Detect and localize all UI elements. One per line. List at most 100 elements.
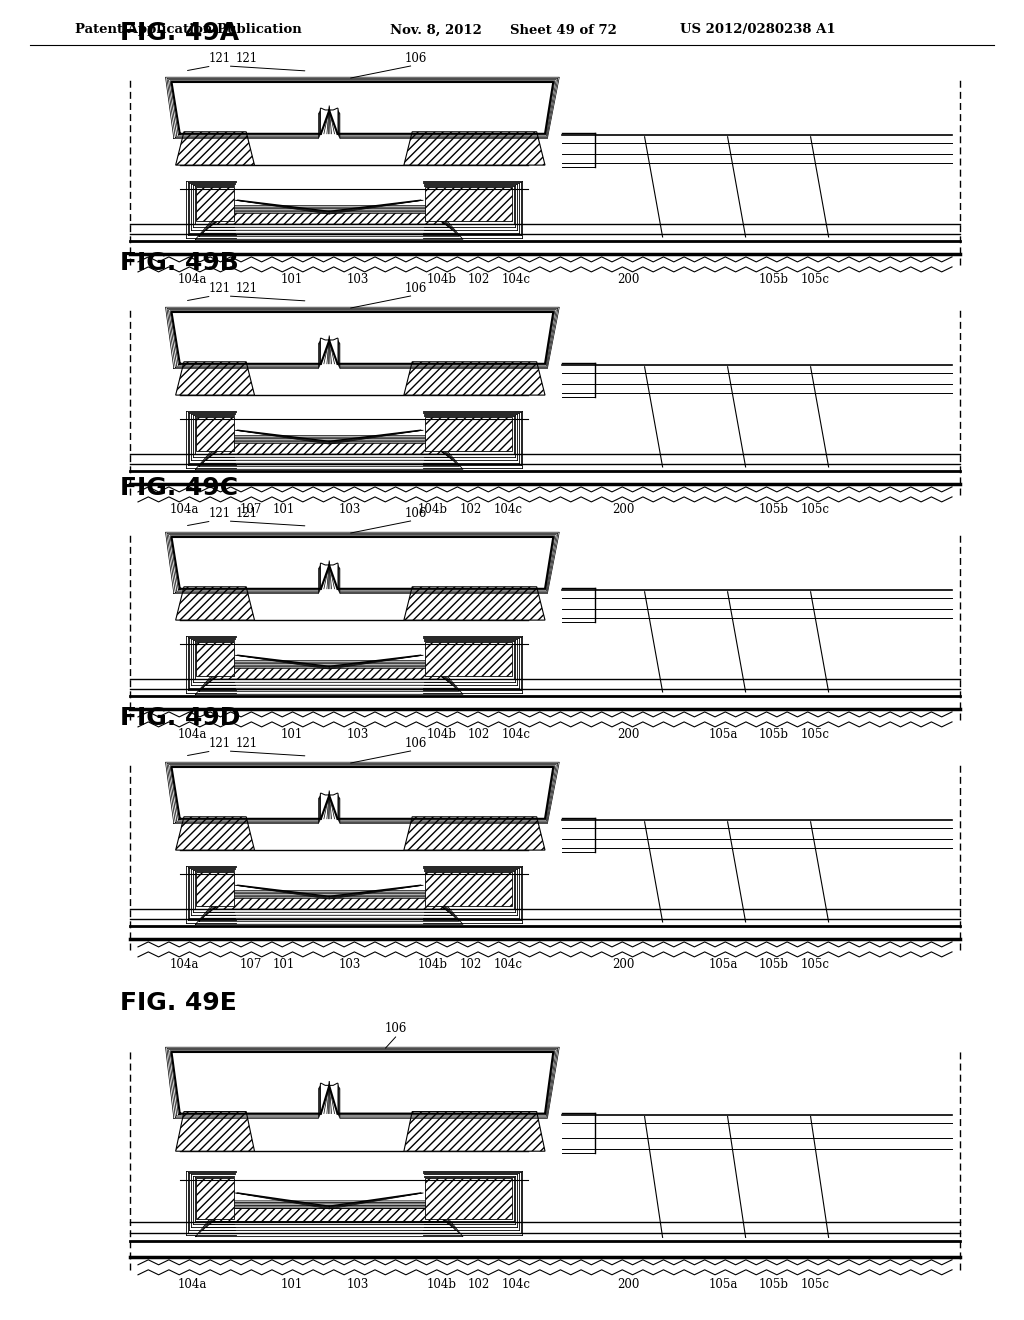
Polygon shape xyxy=(213,444,445,454)
Text: 103: 103 xyxy=(339,503,361,516)
Text: 104b: 104b xyxy=(426,1278,457,1291)
Polygon shape xyxy=(321,339,338,364)
Text: 101: 101 xyxy=(272,958,295,972)
Text: 121: 121 xyxy=(209,507,230,520)
Polygon shape xyxy=(321,793,338,818)
Text: 107: 107 xyxy=(240,503,261,516)
Text: 102: 102 xyxy=(459,503,481,516)
Text: Nov. 8, 2012: Nov. 8, 2012 xyxy=(390,24,482,37)
Text: 101: 101 xyxy=(281,273,303,286)
Text: 101: 101 xyxy=(272,503,295,516)
Polygon shape xyxy=(197,1177,233,1218)
Text: 121: 121 xyxy=(209,51,230,65)
Polygon shape xyxy=(403,362,545,395)
Text: FIG. 49A: FIG. 49A xyxy=(120,21,240,45)
Text: 104a: 104a xyxy=(177,729,207,741)
Text: 105c: 105c xyxy=(800,273,829,286)
Text: 105c: 105c xyxy=(800,958,829,972)
Text: 104b: 104b xyxy=(418,503,447,516)
Polygon shape xyxy=(197,187,233,222)
Text: US 2012/0280238 A1: US 2012/0280238 A1 xyxy=(680,24,836,37)
Text: 106: 106 xyxy=(404,282,427,294)
Text: 102: 102 xyxy=(459,958,481,972)
Text: 101: 101 xyxy=(281,729,303,741)
Text: 104c: 104c xyxy=(494,503,522,516)
Text: 105c: 105c xyxy=(800,729,829,741)
Text: 104b: 104b xyxy=(426,273,457,286)
Text: 121: 121 xyxy=(236,507,258,520)
Text: 106: 106 xyxy=(404,737,427,750)
Text: Sheet 49 of 72: Sheet 49 of 72 xyxy=(510,24,616,37)
Text: 105a: 105a xyxy=(709,1278,738,1291)
Text: 121: 121 xyxy=(236,737,258,750)
Text: 104b: 104b xyxy=(426,729,457,741)
Polygon shape xyxy=(321,108,338,133)
Text: 104a: 104a xyxy=(169,503,199,516)
Text: 200: 200 xyxy=(612,503,635,516)
Polygon shape xyxy=(197,873,233,907)
Polygon shape xyxy=(425,417,512,451)
Polygon shape xyxy=(176,132,255,165)
Text: 121: 121 xyxy=(209,737,230,750)
Text: 104c: 104c xyxy=(502,273,530,286)
Polygon shape xyxy=(213,214,445,224)
Text: 106: 106 xyxy=(404,51,427,65)
Text: 105c: 105c xyxy=(800,503,829,516)
Polygon shape xyxy=(425,643,512,676)
Polygon shape xyxy=(213,668,445,680)
Polygon shape xyxy=(321,564,338,589)
Text: 103: 103 xyxy=(339,958,361,972)
Polygon shape xyxy=(213,898,445,909)
Polygon shape xyxy=(403,132,545,165)
Text: 102: 102 xyxy=(468,729,489,741)
Text: 105c: 105c xyxy=(800,1278,829,1291)
Polygon shape xyxy=(425,1177,512,1218)
Polygon shape xyxy=(403,587,545,620)
Text: 105b: 105b xyxy=(758,273,788,286)
Polygon shape xyxy=(425,873,512,907)
Text: 104c: 104c xyxy=(494,958,522,972)
Text: FIG. 49C: FIG. 49C xyxy=(120,477,239,500)
Text: 200: 200 xyxy=(616,1278,639,1291)
Text: 105b: 105b xyxy=(758,503,788,516)
Polygon shape xyxy=(403,1111,545,1151)
Polygon shape xyxy=(403,817,545,850)
Text: Patent Application Publication: Patent Application Publication xyxy=(75,24,302,37)
Text: 105b: 105b xyxy=(758,1278,788,1291)
Text: 104c: 104c xyxy=(502,1278,530,1291)
Text: 104a: 104a xyxy=(169,958,199,972)
Text: 105a: 105a xyxy=(709,729,738,741)
Text: 121: 121 xyxy=(209,282,230,294)
Polygon shape xyxy=(425,187,512,222)
Text: 103: 103 xyxy=(347,273,370,286)
Text: 105b: 105b xyxy=(758,729,788,741)
Text: 104a: 104a xyxy=(177,1278,207,1291)
Polygon shape xyxy=(197,417,233,451)
Polygon shape xyxy=(197,643,233,676)
Text: FIG. 49B: FIG. 49B xyxy=(120,251,239,275)
Text: 102: 102 xyxy=(468,1278,489,1291)
Text: 106: 106 xyxy=(384,1022,407,1035)
Text: FIG. 49E: FIG. 49E xyxy=(120,991,237,1015)
Text: 105a: 105a xyxy=(709,958,738,972)
Text: 105b: 105b xyxy=(758,958,788,972)
Text: 102: 102 xyxy=(468,273,489,286)
Text: 101: 101 xyxy=(281,1278,303,1291)
Polygon shape xyxy=(176,817,255,850)
Text: 200: 200 xyxy=(616,729,639,741)
Text: 104b: 104b xyxy=(418,958,447,972)
Text: 121: 121 xyxy=(236,282,258,294)
Text: 103: 103 xyxy=(347,729,370,741)
Polygon shape xyxy=(321,1084,338,1114)
Text: 107: 107 xyxy=(240,958,261,972)
Text: 103: 103 xyxy=(347,1278,370,1291)
Polygon shape xyxy=(176,1111,255,1151)
Polygon shape xyxy=(176,362,255,395)
Text: FIG. 49D: FIG. 49D xyxy=(120,706,241,730)
Text: 121: 121 xyxy=(236,51,258,65)
Polygon shape xyxy=(213,1208,445,1221)
Polygon shape xyxy=(176,587,255,620)
Text: 104a: 104a xyxy=(177,273,207,286)
Text: 104c: 104c xyxy=(502,729,530,741)
Text: 200: 200 xyxy=(612,958,635,972)
